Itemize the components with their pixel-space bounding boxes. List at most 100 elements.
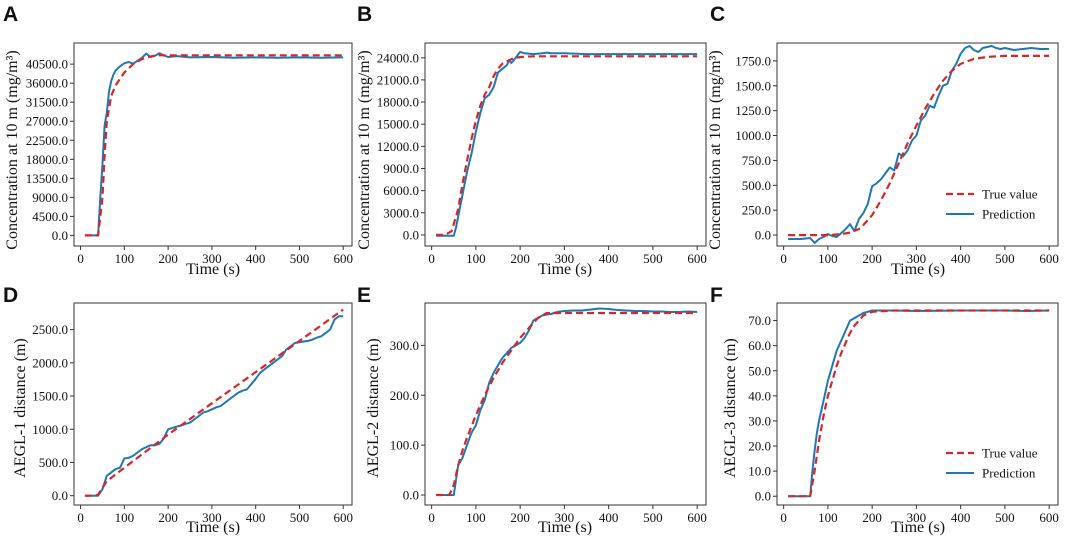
chart-d-xtick-label: 500: [290, 510, 310, 525]
chart-e-true-value-line: [436, 311, 698, 497]
chart-c-plot: 0 100 200 300 400 500 600 0.0 250.0 500.0 750.0 100…: [735, 42, 1059, 266]
chart-b-ytick-label: 9000.0: [383, 161, 419, 176]
chart-a-ytick-label: 22500.0: [26, 133, 68, 148]
chart-f-xtick-label: 100: [818, 510, 838, 525]
chart-a-ytick-label: 18000.0: [26, 152, 68, 167]
chart-c-true-value-line: [788, 54, 1050, 237]
chart-e-ylabel: AEGL-2 distance (m): [365, 338, 382, 478]
chart-f-ytick-label: 70.0: [748, 313, 771, 328]
chart-f-xtick-label: 0: [780, 510, 787, 525]
chart-b-ytick-label: 24000.0: [377, 50, 419, 65]
chart-d-ytick-label: 1500.0: [32, 389, 68, 404]
chart-e-ytick-label: 100.0: [390, 438, 419, 453]
chart-a-ytick-label: 36000.0: [26, 76, 68, 91]
chart-b-ytick-label: 12000.0: [377, 139, 419, 154]
chart-b-prediction-line: [436, 50, 698, 237]
chart-f-xtick-label: 400: [951, 510, 971, 525]
chart-e-ytick-label: 200.0: [390, 388, 419, 403]
chart-c-ytick-label: 250.0: [742, 203, 771, 218]
chart-b-ytick-label: 3000.0: [383, 205, 419, 220]
chart-e-plot: 0 100 200 300 400 500 600 0.0 100.0 200.0 300.0: [390, 302, 707, 525]
chart-b-plot: 0 100 200 300 400 500 6000.03000.06000.09000.0…: [377, 42, 707, 266]
chart-d-ylabel: AEGL-1 distance (m): [12, 338, 29, 478]
chart-f-ytick-label: 50.0: [748, 363, 771, 378]
chart-e-ytick-label: 0.0: [403, 488, 419, 503]
chart-c-ytick-label: 750.0: [742, 153, 771, 168]
chart-f-frame: [776, 302, 1059, 506]
chart-d-xtick-label: 400: [246, 510, 266, 525]
chart-f-ytick-label: 40.0: [748, 388, 771, 403]
chart-c-legend-true-label: True value: [982, 187, 1038, 202]
chart-f-ytick-label: 20.0: [748, 439, 771, 454]
chart-c-ytick-label: 1000.0: [735, 128, 771, 143]
chart-d-xlabel: Time (s): [186, 519, 240, 536]
chart-d-xtick-label: 300: [202, 510, 222, 525]
chart-a-xtick-label: 600: [333, 251, 353, 266]
chart-c-xtick-label: 100: [818, 251, 838, 266]
chart-c-ytick-label: 0.0: [755, 228, 771, 243]
chart-e-xtick-label: 300: [555, 510, 575, 525]
chart-f-ytick-label: 60.0: [748, 338, 771, 353]
chart-a-xtick-label: 200: [158, 251, 178, 266]
chart-e-xtick-label: 0: [428, 510, 435, 525]
panel-B: B 0 100 200 300 400 500 6000.03000.06000.09000…: [356, 3, 707, 278]
panel-letter-d: D: [3, 284, 18, 307]
panel-F: F 0 100 200 300 400 500 600 0.0 10.0 20.0 30.0 40.0…: [710, 284, 1059, 536]
chart-d-frame: [73, 302, 353, 506]
chart-b-ylabel: Concentration at 10 m (mg/m³): [356, 50, 373, 249]
chart-e-prediction-line: [436, 307, 698, 496]
chart-a-plot: 0 100 200 300 400 500 600 0.0 4500.0 9000.0 13500.…: [26, 42, 353, 266]
panel-A: A 0 100 200 300 400 500 600 0.0 4500.0 9000.0 1350…: [3, 3, 353, 278]
chart-d-plot: 0 100 200 300 400 500 600 0.0 500.0 1000.0 1500.0 2…: [32, 302, 353, 525]
chart-f-xlabel: Time (s): [891, 519, 945, 536]
chart-e-xlabel: Time (s): [538, 519, 592, 536]
chart-e-xtick-label: 100: [466, 510, 486, 525]
panel-letter-f: F: [710, 284, 723, 307]
chart-b-xtick-label: 300: [555, 251, 575, 266]
chart-f-legend-true-label: True value: [982, 446, 1038, 461]
chart-e-xtick-label: 200: [510, 510, 530, 525]
chart-f-ytick-label: 0.0: [755, 489, 771, 504]
chart-c-xtick-label: 200: [862, 251, 882, 266]
chart-f-xtick-label: 200: [862, 510, 882, 525]
chart-b-ytick-label: 18000.0: [377, 95, 419, 110]
chart-c-frame: [776, 42, 1059, 247]
chart-c-xlabel: Time (s): [891, 261, 945, 278]
chart-a-xlabel: Time (s): [186, 261, 240, 278]
panel-C: C 0 100 200 300 400 500 600 0.0 250.0 500.0 750.0 1…: [707, 3, 1059, 278]
panel-letter-e: E: [357, 284, 371, 307]
chart-b-xtick-label: 0: [428, 251, 435, 266]
chart-a-ytick-label: 4500.0: [32, 209, 68, 224]
chart-e-xtick-label: 600: [687, 510, 707, 525]
chart-e-ytick-label: 300.0: [390, 338, 419, 353]
chart-f-plot: 0 100 200 300 400 500 600 0.0 10.0 20.0 30.0 40.0 50…: [748, 302, 1059, 525]
chart-f-ylabel: AEGL-3 distance (m): [722, 338, 739, 478]
chart-f-ytick-label: 30.0: [748, 413, 771, 428]
panel-D: D 0 100 200 300 400 500 600 0.0 500.0 1000.0 1500.…: [3, 284, 353, 536]
chart-d-xtick-label: 600: [333, 510, 353, 525]
chart-d-ytick-label: 1000.0: [32, 422, 68, 437]
panel-letter-b: B: [357, 3, 372, 26]
chart-e-xtick-label: 500: [643, 510, 663, 525]
chart-b-xtick-label: 400: [599, 251, 619, 266]
chart-a-ylabel: Concentration at 10 m (mg/m³): [4, 50, 21, 249]
chart-c-xtick-label: 500: [995, 251, 1015, 266]
chart-b-xtick-label: 500: [643, 251, 663, 266]
chart-d-prediction-line: [84, 315, 344, 497]
chart-f-xtick-label: 300: [907, 510, 927, 525]
chart-c-xtick-label: 300: [907, 251, 927, 266]
chart-d-xtick-label: 200: [158, 510, 178, 525]
chart-a-true-value-line: [84, 54, 344, 237]
chart-c-ytick-label: 500.0: [742, 178, 771, 193]
chart-a-xtick-label: 0: [77, 251, 84, 266]
chart-e-xtick-label: 400: [599, 510, 619, 525]
chart-b-true-value-line: [436, 55, 698, 236]
chart-b-xlabel: Time (s): [538, 261, 592, 278]
chart-d-xtick-label: 100: [115, 510, 135, 525]
chart-c-ytick-label: 1750.0: [735, 53, 771, 68]
chart-a-ytick-label: 13500.0: [26, 171, 68, 186]
chart-b-ytick-label: 15000.0: [377, 117, 419, 132]
chart-a-xtick-label: 400: [246, 251, 266, 266]
chart-a-ytick-label: 0.0: [52, 228, 68, 243]
chart-b-xtick-label: 600: [687, 251, 707, 266]
